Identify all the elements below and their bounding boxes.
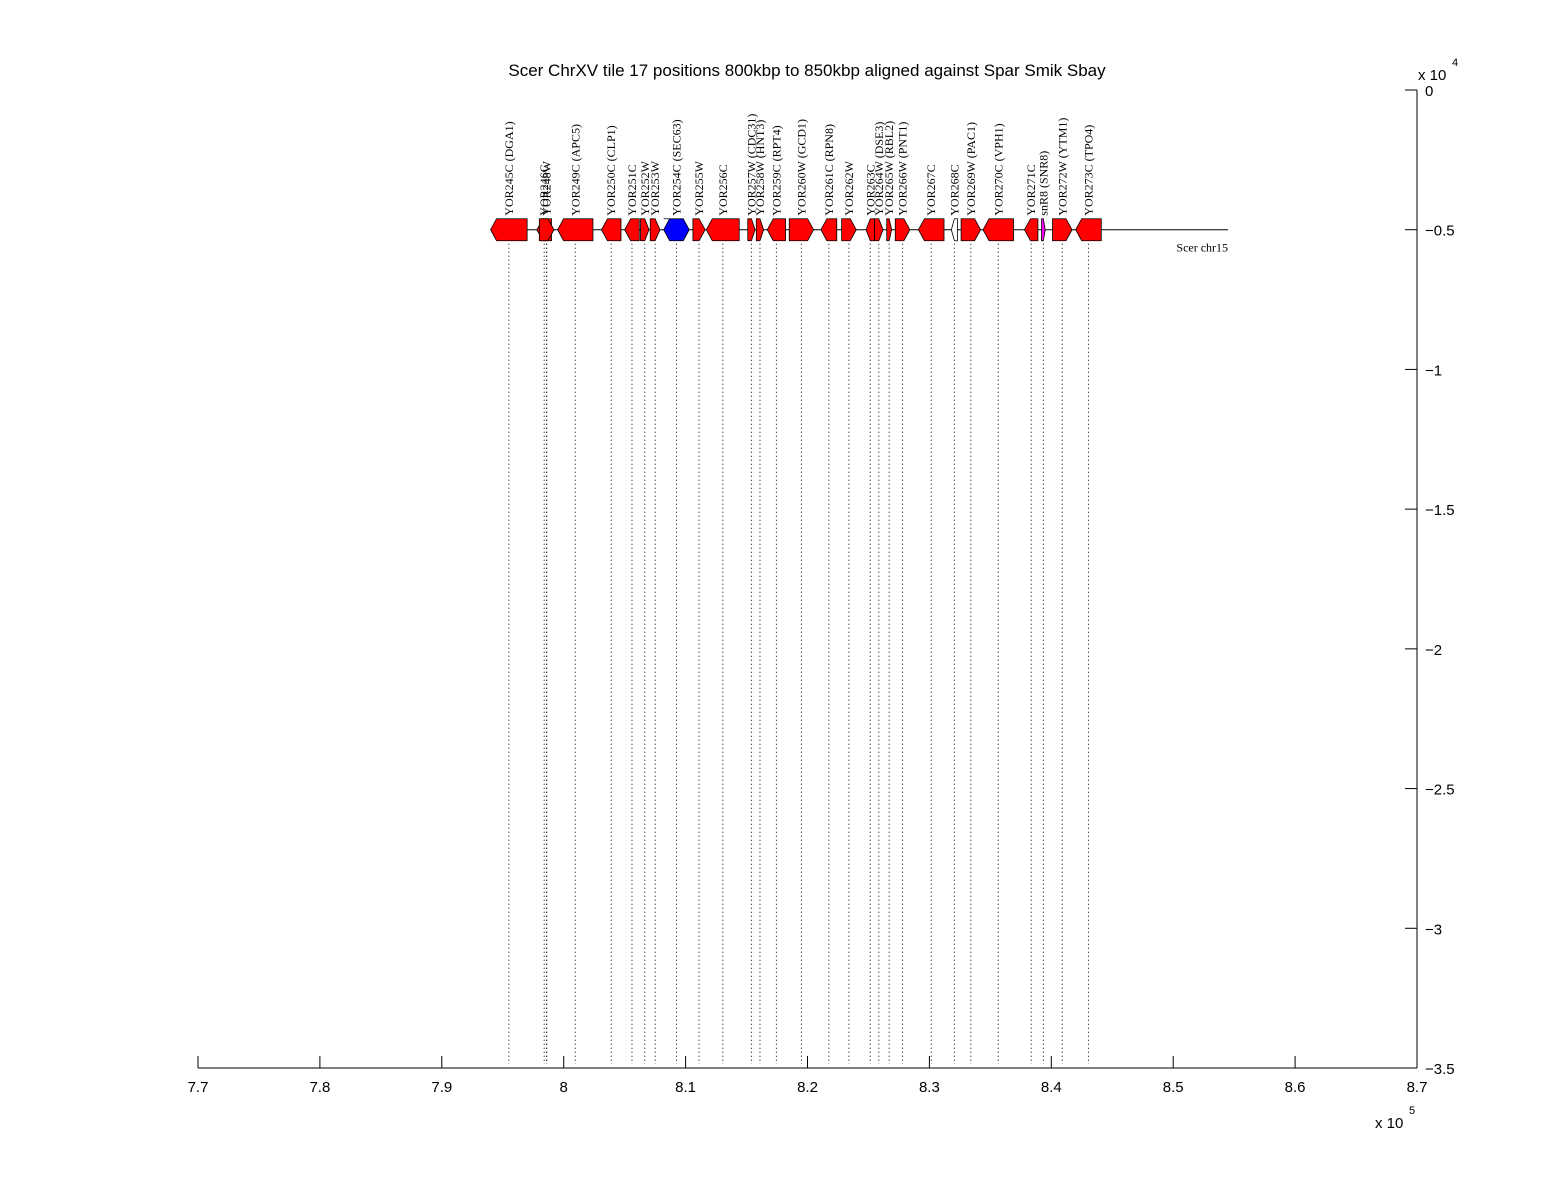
gene-arrow[interactable]: [841, 218, 857, 242]
gene-arrow[interactable]: [788, 218, 815, 242]
chart-title: Scer ChrXV tile 17 positions 800kbp to 8…: [508, 61, 1106, 80]
y-axis-ticks: 0 −0.5 −1 −1.5 −2 −2.5 −3 −3.5: [1405, 83, 1455, 1078]
y-multiplier-exponent: 4: [1452, 57, 1458, 69]
gene-label: YOR246C: [537, 164, 551, 215]
gene-label: YOR256C: [716, 164, 730, 215]
gene-arrow[interactable]: [766, 218, 786, 242]
gene-arrow[interactable]: [538, 218, 555, 242]
gene-arrow[interactable]: [1024, 218, 1039, 242]
gene-arrow[interactable]: [557, 218, 594, 242]
gene-arrow[interactable]: [624, 218, 640, 242]
x-tick-label: 8.1: [675, 1079, 696, 1096]
gene-label: YOR250C (CLP1): [604, 125, 618, 215]
gene-arrow[interactable]: [950, 218, 958, 242]
gene-label: YOR269W (PAC1): [964, 122, 978, 216]
x-multiplier-label: x 10: [1375, 1115, 1403, 1132]
gene-arrow[interactable]: [649, 218, 661, 242]
contig-label: Scer chr15: [1176, 241, 1228, 255]
x-tick-label: 8.5: [1163, 1079, 1184, 1096]
gene-arrow[interactable]: [747, 218, 756, 242]
gene-arrow[interactable]: [1041, 218, 1046, 242]
gene-arrow[interactable]: [1075, 218, 1102, 242]
gene-label: YOR255W: [692, 160, 706, 215]
gene-label: YOR266W (PNT1): [896, 122, 910, 216]
gene-label: YOR259C (RPT4): [769, 125, 783, 215]
x-multiplier-exponent: 5: [1409, 1105, 1415, 1117]
gene-label: YOR249C (APC5): [568, 124, 582, 216]
gene-label: snR8 (SNR8): [1036, 151, 1050, 216]
gene-arrow[interactable]: [1052, 218, 1073, 242]
gene-arrow[interactable]: [886, 218, 893, 242]
gene-arrow[interactable]: [705, 218, 740, 242]
gene-arrow[interactable]: [874, 218, 884, 242]
y-tick-label: 0: [1425, 83, 1433, 100]
gene-arrow[interactable]: [917, 218, 945, 242]
x-tick-label: 8: [560, 1079, 568, 1096]
gene-label: YOR263C: [863, 164, 877, 215]
y-tick-label: −1.5: [1425, 502, 1455, 519]
gene-label: YOR261C (RPN8): [822, 124, 836, 216]
y-tick-label: −3: [1425, 921, 1442, 938]
gene-arrow[interactable]: [960, 218, 982, 242]
gene-label: YOR257W (CDC31): [744, 114, 758, 216]
gene-label: YOR273C (TPO4): [1081, 125, 1095, 216]
gene-arrow[interactable]: [601, 218, 622, 242]
x-tick-label: 7.9: [431, 1079, 452, 1096]
x-tick-label: 8.7: [1407, 1079, 1428, 1096]
gene-arrow[interactable]: [894, 218, 911, 242]
gene-label: YOR258W (HNT3): [753, 120, 767, 216]
gene-label: YOR271C: [1024, 164, 1038, 215]
gene-label: YOR253W: [648, 160, 662, 215]
x-tick-label: 7.8: [309, 1079, 330, 1096]
alignment-guides: [508, 243, 1089, 1064]
gene-arrow[interactable]: [820, 218, 838, 242]
gene-label: YOR267C: [924, 164, 938, 215]
x-tick-label: 8.3: [919, 1079, 940, 1096]
gene-label: YOR272W (YTM1): [1055, 118, 1069, 216]
y-tick-label: −2: [1425, 642, 1442, 659]
x-tick-label: 8.2: [797, 1079, 818, 1096]
gene-arrow[interactable]: [865, 218, 875, 242]
gene-label: YOR270C (VPH1): [991, 123, 1005, 215]
gene-label: YOR251C: [625, 164, 639, 215]
gene-label: YOR260W (GCD1): [794, 119, 808, 216]
x-tick-label: 7.7: [188, 1079, 209, 1096]
gene-arrow[interactable]: [692, 218, 706, 242]
y-tick-label: −1: [1425, 362, 1442, 379]
y-tick-label: −3.5: [1425, 1061, 1455, 1078]
y-tick-label: −2.5: [1425, 782, 1455, 799]
gene-arrow[interactable]: [755, 218, 765, 242]
y-tick-label: −0.5: [1425, 223, 1455, 240]
gene-label: YOR245C (DGA1): [502, 121, 516, 215]
gene-label: YOR264W (DSE3): [872, 122, 886, 216]
gene-arrow[interactable]: [640, 218, 650, 242]
gene-label: YOR254C (SEC63): [669, 119, 683, 215]
gene-label: YOR252W: [638, 160, 652, 215]
gene-arrow[interactable]: [663, 218, 690, 242]
x-tick-label: 8.6: [1285, 1079, 1306, 1096]
gene-label: YOR262W: [842, 160, 856, 215]
x-axis-ticks: 7.7 7.8 7.9 8 8.1 8.2 8.3 8.4 8.5 8.6 8.7: [188, 1056, 1428, 1096]
gene-label: YOR248W: [540, 160, 554, 215]
gene-label: YOR268C: [947, 164, 961, 215]
gene-arrow[interactable]: [490, 218, 528, 242]
gene-arrow[interactable]: [982, 218, 1014, 242]
gene-label: YOR265W (RBL2): [882, 121, 896, 216]
y-multiplier-label: x 10: [1418, 67, 1446, 84]
x-tick-label: 8.4: [1041, 1079, 1062, 1096]
